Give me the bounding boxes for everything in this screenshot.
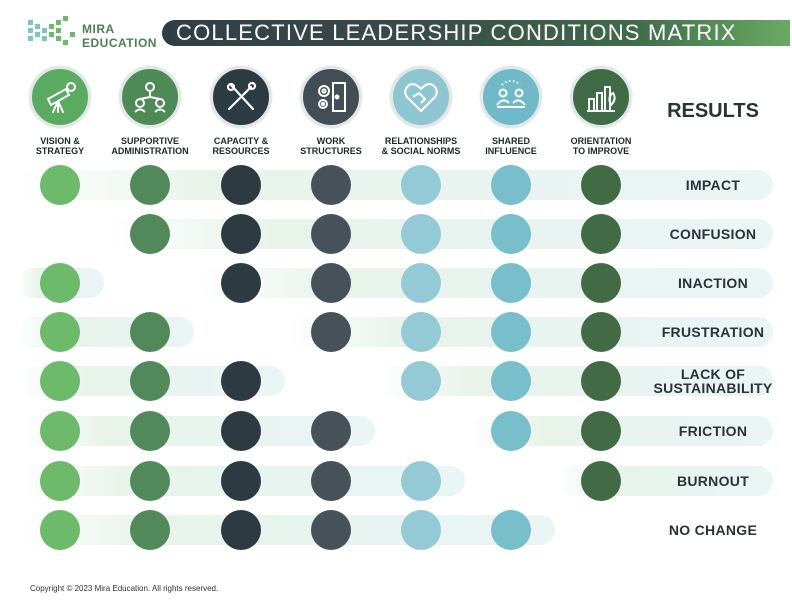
condition-dot	[130, 461, 170, 501]
condition-dot	[581, 165, 621, 205]
condition-dot	[491, 214, 531, 254]
column-label: CAPACITY & RESOURCES	[212, 136, 270, 156]
condition-dot	[401, 510, 441, 550]
condition-dot	[40, 312, 80, 352]
condition-dot	[491, 263, 531, 303]
condition-dot	[401, 165, 441, 205]
condition-dot	[491, 165, 531, 205]
condition-dot	[40, 361, 80, 401]
tools-icon	[210, 66, 272, 128]
column-label: ORIENTATION TO IMPROVE	[570, 136, 632, 156]
column-header: RELATIONSHIPS & SOCIAL NORMS	[376, 66, 466, 156]
condition-dot	[40, 411, 80, 451]
result-label: FRUSTRATION	[661, 324, 765, 340]
column-label: WORK STRUCTURES	[300, 136, 362, 156]
condition-dot	[311, 510, 351, 550]
telescope-icon	[29, 66, 91, 128]
people-network-icon	[119, 66, 181, 128]
condition-dot	[221, 461, 261, 501]
handshake-heart-icon	[390, 66, 452, 128]
condition-dot	[221, 263, 261, 303]
mira-education-logo: MIRA EDUCATION	[26, 14, 158, 54]
condition-dot	[581, 461, 621, 501]
condition-dot	[130, 214, 170, 254]
logo-mark-icon	[28, 16, 75, 45]
condition-dot	[40, 263, 80, 303]
column-label: RELATIONSHIPS & SOCIAL NORMS	[381, 136, 461, 156]
condition-dot	[311, 165, 351, 205]
condition-dot	[40, 510, 80, 550]
condition-dot	[581, 411, 621, 451]
condition-dot	[221, 510, 261, 550]
condition-dot	[401, 214, 441, 254]
column-header: CAPACITY & RESOURCES	[196, 66, 286, 156]
column-label: SHARED INFLUENCE	[485, 136, 537, 156]
condition-dot	[491, 361, 531, 401]
result-label: LACK OF SUSTAINABILITY	[653, 366, 773, 396]
condition-dot	[311, 411, 351, 451]
row-band	[18, 515, 555, 545]
growth-chart-icon	[570, 66, 632, 128]
condition-dot	[401, 312, 441, 352]
gears-door-icon	[300, 66, 362, 128]
condition-dot	[581, 214, 621, 254]
condition-dot	[130, 510, 170, 550]
condition-dot	[130, 361, 170, 401]
condition-dot	[401, 361, 441, 401]
condition-dot	[401, 263, 441, 303]
condition-dot	[130, 411, 170, 451]
title-banner: COLLECTIVE LEADERSHIP CONDITIONS MATRIX	[162, 20, 790, 46]
condition-dot	[581, 361, 621, 401]
condition-dot	[221, 361, 261, 401]
condition-dot	[491, 510, 531, 550]
column-label: SUPPORTIVE ADMINISTRATION	[111, 136, 189, 156]
page-title: COLLECTIVE LEADERSHIP CONDITIONS MATRIX	[176, 20, 737, 45]
column-header: WORK STRUCTURES	[286, 66, 376, 156]
result-label: BURNOUT	[676, 473, 750, 489]
condition-dot	[401, 461, 441, 501]
condition-dot	[581, 263, 621, 303]
condition-dot	[40, 461, 80, 501]
condition-dot	[221, 411, 261, 451]
result-label: INACTION	[677, 275, 749, 291]
row-band	[197, 268, 773, 298]
result-label: IMPACT	[685, 177, 741, 193]
column-header: SUPPORTIVE ADMINISTRATION	[105, 66, 195, 156]
condition-dot	[311, 214, 351, 254]
condition-dot	[491, 312, 531, 352]
column-label: VISION & STRATEGY	[35, 136, 85, 156]
meeting-table-icon	[480, 66, 542, 128]
condition-dot	[311, 461, 351, 501]
condition-dot	[130, 165, 170, 205]
condition-dot	[311, 312, 351, 352]
column-header: VISION & STRATEGY	[15, 66, 105, 156]
copyright-text: Copyright © 2023 Mira Education. All rig…	[30, 584, 219, 593]
condition-dot	[311, 263, 351, 303]
condition-dot	[221, 165, 261, 205]
condition-dot	[581, 312, 621, 352]
logo-text: MIRA EDUCATION	[82, 22, 157, 50]
column-header: SHARED INFLUENCE	[466, 66, 556, 156]
condition-dot	[130, 312, 170, 352]
result-label: FRICTION	[678, 423, 748, 439]
condition-dot	[40, 165, 80, 205]
condition-dot	[221, 214, 261, 254]
row-band	[377, 366, 773, 396]
result-label: CONFUSION	[669, 226, 757, 242]
results-heading: RESULTS	[667, 100, 759, 122]
column-header: ORIENTATION TO IMPROVE	[556, 66, 646, 156]
result-label: NO CHANGE	[668, 522, 758, 538]
condition-dot	[491, 411, 531, 451]
